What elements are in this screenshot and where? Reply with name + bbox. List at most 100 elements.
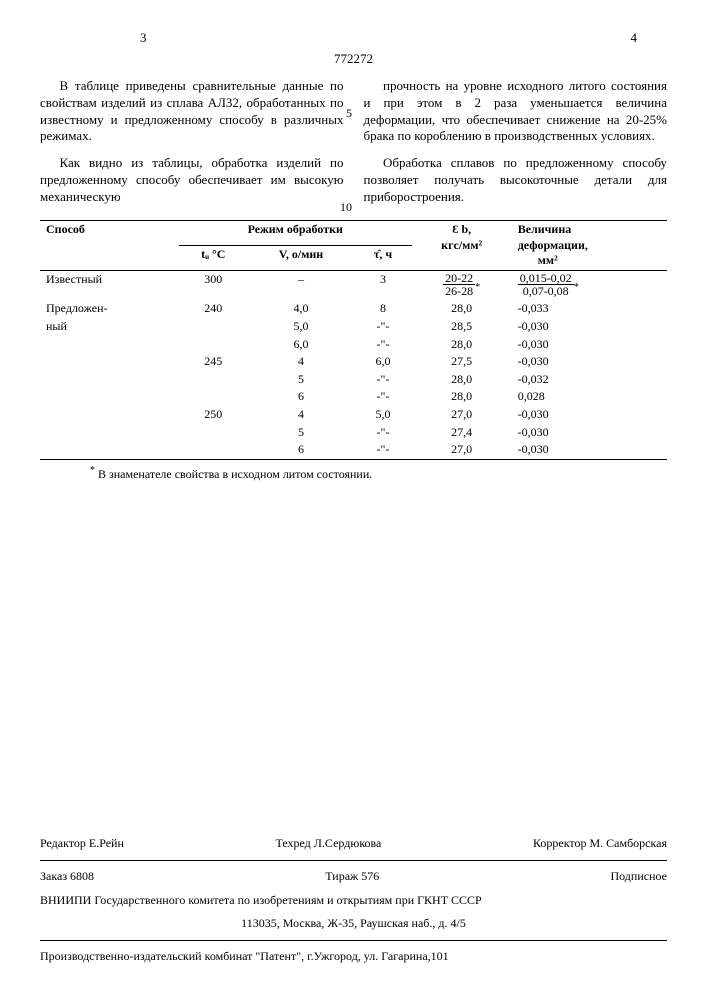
cell-eb: 27,4: [412, 424, 512, 442]
cell-eb: 27,0: [412, 441, 512, 459]
cell-tau: -"-: [354, 336, 411, 354]
cell-tau: -"-: [354, 388, 411, 406]
table-row: 245 4 6,0 27,5 -0,030: [40, 353, 667, 371]
cell-def-bot: 0,07-0,08: [518, 285, 574, 297]
cell-t: 240: [179, 300, 248, 318]
cell-v: 6,0: [248, 336, 355, 354]
cell-def: 0,015-0,020,07-0,08*: [512, 270, 667, 300]
cell-eb: 28,0: [412, 388, 512, 406]
body-columns: В таблице приведены сравнительные данные…: [40, 78, 667, 216]
cell-method: [40, 406, 179, 424]
left-paragraph-2: Как видно из таблицы, обработка изделий …: [40, 155, 344, 206]
cell-eb: 28,0: [412, 336, 512, 354]
table-row: 250 4 5,0 27,0 -0,030: [40, 406, 667, 424]
page-number-right: 4: [631, 30, 638, 47]
cell-eb: 28,5: [412, 318, 512, 336]
editor-name: Е.Рейн: [89, 836, 124, 850]
cell-def: -0,030: [512, 353, 667, 371]
editor: Редактор Е.Рейн: [40, 836, 124, 852]
separator: [40, 940, 667, 941]
techred-name: Л.Сердюкова: [314, 836, 382, 850]
line-marker-10: 10: [340, 200, 352, 216]
cell-eb: 27,5: [412, 353, 512, 371]
cell-method: [40, 388, 179, 406]
cell-v: 6: [248, 441, 355, 459]
cell-method: [40, 353, 179, 371]
cell-method: Известный: [40, 270, 179, 300]
cell-eb: 28,0: [412, 371, 512, 389]
cell-def: -0,030: [512, 424, 667, 442]
footer-credits: Редактор Е.Рейн Техред Л.Сердюкова Корре…: [40, 832, 667, 856]
footer-order: Заказ 6808 Тираж 576 Подписное: [40, 865, 667, 889]
table-row: 6 -"- 27,0 -0,030: [40, 441, 667, 459]
cell-t: [179, 336, 248, 354]
table-row: 6,0 -"- 28,0 -0,030: [40, 336, 667, 354]
table-row: 6 -"- 28,0 0,028: [40, 388, 667, 406]
th-t: tᵤ °С: [179, 245, 248, 270]
th-eb-unit: кгс/мм²: [441, 238, 482, 252]
right-paragraph-2: Обработка сплавов по предложенному спосо…: [364, 155, 668, 206]
cell-v: 5: [248, 424, 355, 442]
table-row: ный 5,0 -"- 28,5 -0,030: [40, 318, 667, 336]
right-paragraph-1: прочность на уровне исходного литого сос…: [364, 78, 668, 146]
cell-t: 245: [179, 353, 248, 371]
th-deform-l2: деформации,: [518, 238, 588, 252]
cell-def-top: 0,015-0,02: [518, 272, 574, 285]
cell-v: –: [248, 270, 355, 300]
cell-tau: 8: [354, 300, 411, 318]
corrector-name: М. Самборская: [589, 836, 667, 850]
order-number: Заказ 6808: [40, 869, 94, 885]
cell-v: 5,0: [248, 318, 355, 336]
cell-t: [179, 371, 248, 389]
cell-def: -0,030: [512, 336, 667, 354]
cell-def: -0,033: [512, 300, 667, 318]
cell-method: [40, 371, 179, 389]
cell-eb-bot: 26-28: [443, 285, 475, 297]
techred: Техред Л.Сердюкова: [275, 836, 381, 852]
tirazh: Тираж 576: [325, 869, 379, 885]
techred-label: Техред: [275, 836, 313, 850]
cell-tau: -"-: [354, 424, 411, 442]
cell-v: 6: [248, 388, 355, 406]
cell-eb: 20-2226-28*: [412, 270, 512, 300]
cell-eb: 27,0: [412, 406, 512, 424]
cell-v: 4: [248, 406, 355, 424]
cell-method: Предложен-: [40, 300, 179, 318]
footnote-text: В знаменателе свойства в исходном литом …: [95, 467, 372, 481]
cell-def: -0,030: [512, 441, 667, 459]
th-tau: τ̂, ч: [354, 245, 411, 270]
th-eb-label: Ɛ b,: [452, 222, 471, 236]
corrector-label: Корректор: [533, 836, 590, 850]
cell-def: -0,032: [512, 371, 667, 389]
table-row: Известный 300 – 3 20-2226-28* 0,015-0,02…: [40, 270, 667, 300]
cell-t: [179, 441, 248, 459]
cell-def: -0,030: [512, 318, 667, 336]
left-paragraph-1: В таблице приведены сравнительные данные…: [40, 78, 344, 146]
left-column: В таблице приведены сравнительные данные…: [40, 78, 344, 216]
cell-t: 250: [179, 406, 248, 424]
cell-v: 4,0: [248, 300, 355, 318]
table-row: Предложен- 240 4,0 8 28,0 -0,033: [40, 300, 667, 318]
cell-method: ный: [40, 318, 179, 336]
cell-tau: -"-: [354, 318, 411, 336]
footer-org: ВНИИПИ Государственного комитета по изоб…: [40, 889, 667, 913]
th-eb: Ɛ b, кгс/мм²: [412, 221, 512, 271]
right-column: прочность на уровне исходного литого сос…: [364, 78, 668, 216]
patent-number: 772272: [40, 51, 667, 68]
editor-label: Редактор: [40, 836, 89, 850]
cell-t: [179, 318, 248, 336]
separator: [40, 860, 667, 861]
th-deform-l1: Величина: [518, 222, 572, 236]
th-deform: Величина деформации, мм²: [512, 221, 667, 271]
cell-method: [40, 441, 179, 459]
corrector: Корректор М. Самборская: [533, 836, 667, 852]
table-row: 5 -"- 28,0 -0,032: [40, 371, 667, 389]
cell-v: 5: [248, 371, 355, 389]
cell-method: [40, 336, 179, 354]
footer-addr: 113035, Москва, Ж-35, Раушская наб., д. …: [40, 912, 667, 936]
cell-v: 4: [248, 353, 355, 371]
page-spacer: [40, 482, 667, 832]
cell-t: [179, 424, 248, 442]
cell-def: 0,028: [512, 388, 667, 406]
cell-t: 300: [179, 270, 248, 300]
